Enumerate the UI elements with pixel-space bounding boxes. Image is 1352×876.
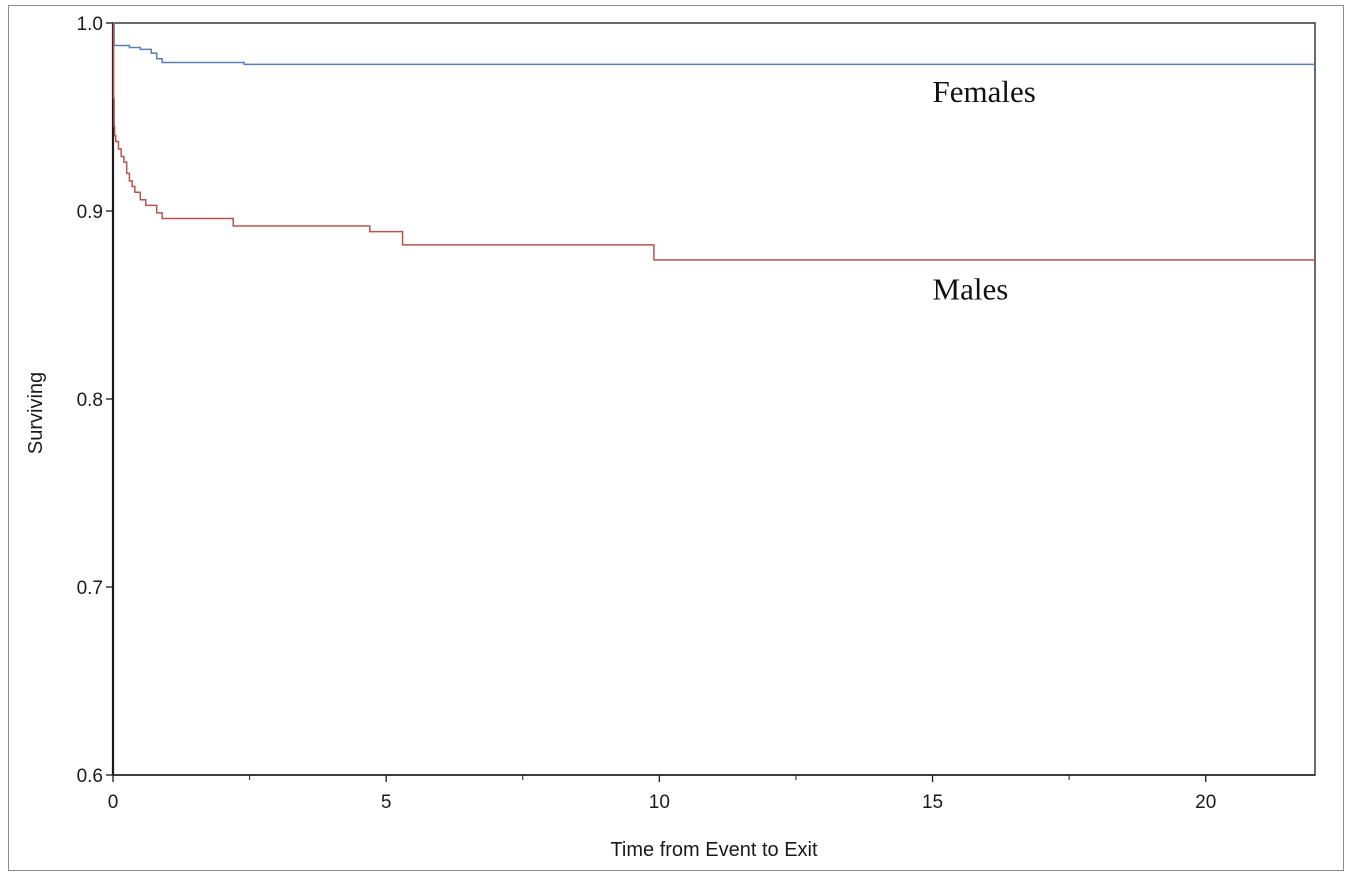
series-line-males (112, 22, 1315, 261)
annotation-layer: Females Males (933, 74, 1036, 306)
y-tick-label: 1.0 (77, 14, 103, 35)
y-tick-label: 0.6 (77, 766, 103, 787)
y-axis-title: Surviving (25, 372, 47, 454)
x-tick-label: 15 (922, 792, 943, 813)
tick-layer: 0 5 10 15 20 0.6 0.7 0.8 0.9 1.0 (77, 14, 1217, 813)
x-tick-label: 20 (1195, 792, 1216, 813)
plot-area (111, 22, 1316, 776)
series-line-females (113, 22, 1315, 66)
annotation-females: Females (933, 74, 1036, 109)
chart-frame: 0 5 10 15 20 0.6 0.7 0.8 0.9 1.0 Females Males Tim… (8, 5, 1344, 871)
y-tick-label: 0.8 (77, 390, 103, 411)
x-axis-title: Time from Event to Exit (610, 839, 818, 861)
survival-chart: 0 5 10 15 20 0.6 0.7 0.8 0.9 1.0 Females Males Tim… (25, 14, 1316, 861)
x-tick-label: 5 (381, 792, 392, 813)
annotation-males: Males (933, 271, 1009, 306)
plot-border (112, 22, 1316, 776)
series-layer (112, 22, 1315, 261)
x-tick-label: 0 (108, 792, 119, 813)
y-tick-label: 0.9 (77, 202, 103, 223)
y-tick-label: 0.7 (77, 578, 103, 599)
x-tick-label: 10 (649, 792, 670, 813)
